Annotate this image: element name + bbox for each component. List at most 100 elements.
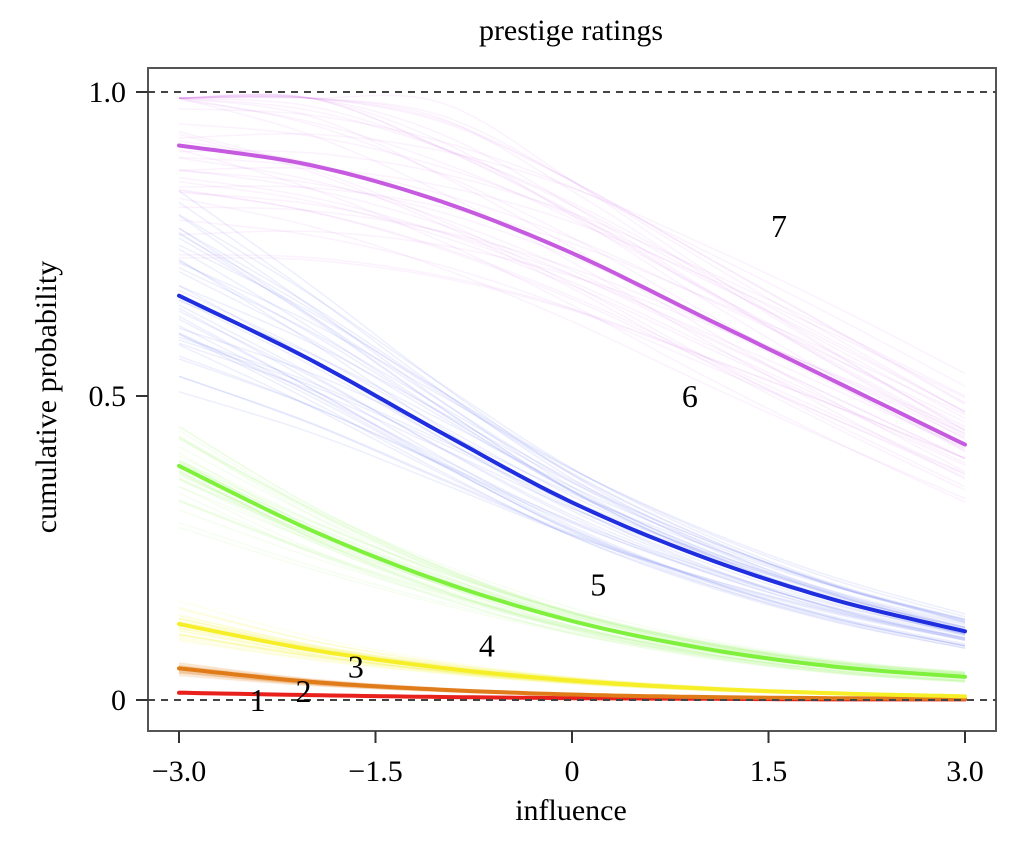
posterior-samples-6 [178, 93, 966, 503]
sample-line [178, 133, 966, 375]
sample-line [178, 206, 966, 435]
sample-line [178, 219, 966, 475]
sample-line [178, 526, 966, 679]
reference-lines [148, 91, 996, 701]
sample-line [178, 477, 966, 681]
sample-line [178, 254, 966, 459]
y-axis-label: cumulative probability [30, 261, 63, 533]
sample-line [178, 299, 966, 621]
y-tick-label: 1.0 [89, 76, 127, 109]
sample-line [178, 122, 966, 413]
sample-line [178, 227, 966, 624]
sample-line [178, 258, 966, 641]
sample-line [178, 180, 966, 466]
sample-line [178, 355, 966, 637]
sample-line [178, 289, 966, 629]
sample-line [178, 201, 966, 632]
sample-line [178, 176, 966, 464]
sample-line [178, 95, 966, 404]
curve-label-1: 1 [250, 682, 266, 718]
sample-line [178, 97, 966, 420]
sample-line [178, 460, 966, 674]
sample-line [178, 133, 966, 491]
series-line-2 [177, 666, 967, 701]
sample-line [178, 467, 966, 683]
sample-line [178, 148, 966, 503]
posterior-samples-5 [178, 190, 966, 649]
y-tick-label: 0 [111, 684, 126, 717]
sample-line [179, 257, 966, 459]
sample-line [178, 344, 966, 647]
sample-line [178, 485, 966, 683]
sample-line [178, 213, 966, 623]
x-axis-label: influence [515, 794, 627, 827]
x-tick-label: −1.5 [348, 755, 402, 788]
sample-line [178, 390, 966, 639]
sample-line [178, 130, 966, 488]
sample-line [178, 333, 966, 649]
sample-line [178, 315, 966, 649]
sample-line [178, 96, 966, 414]
sample-line [178, 95, 966, 431]
sample-line [179, 94, 966, 432]
sample-line [178, 262, 966, 615]
sample-line [178, 304, 966, 642]
sample-line [178, 244, 966, 618]
curve-label-3: 3 [348, 649, 364, 685]
sample-line [178, 492, 966, 683]
sample-line [178, 170, 966, 439]
series-line-3 [177, 622, 967, 699]
sample-line [178, 437, 966, 676]
sample-line [178, 358, 966, 635]
series-line-4 [177, 463, 967, 679]
sample-line [178, 98, 966, 428]
sample-line [178, 479, 966, 675]
sample-line [178, 472, 966, 683]
sample-line [178, 375, 966, 640]
sample-line [178, 521, 966, 679]
sample-line [178, 327, 966, 621]
sample-line [178, 97, 966, 480]
sample-line [178, 429, 966, 678]
sample-line [178, 95, 966, 405]
sample-line [178, 445, 966, 675]
sample-line [178, 157, 966, 460]
curve-label-7: 7 [771, 208, 787, 244]
sample-line [179, 150, 966, 397]
sample-line [178, 318, 966, 647]
y-axis: 0 0.5 1.0 [89, 76, 148, 717]
curve-label-5: 5 [590, 566, 606, 602]
x-tick-label: 0 [565, 755, 580, 788]
plot-area [177, 93, 967, 702]
sample-line [178, 435, 966, 676]
sample-line [178, 267, 966, 622]
sample-line [178, 94, 966, 441]
sample-line [178, 191, 966, 449]
sample-line [178, 375, 966, 641]
sample-line [178, 197, 966, 500]
sample-line [178, 168, 966, 459]
curve-labels: 1 2 3 4 5 6 7 [250, 208, 787, 718]
curve-label-6: 6 [682, 378, 698, 414]
sample-line [178, 97, 966, 413]
sample-line [178, 166, 966, 399]
sample-line [178, 477, 966, 674]
sample-line [178, 93, 966, 435]
sample-line [178, 188, 966, 478]
chart-title: prestige ratings [479, 14, 663, 47]
sample-line [178, 260, 966, 630]
sample-line [178, 285, 966, 620]
sample-line [178, 425, 966, 677]
sample-line [178, 333, 966, 640]
sample-line [178, 455, 966, 675]
series-line-6 [177, 143, 967, 447]
sample-line [178, 469, 966, 683]
sample-line [178, 237, 966, 628]
sample-line [178, 469, 966, 681]
sample-line [178, 325, 966, 647]
x-tick-label: 1.5 [750, 755, 788, 788]
x-tick-label: 3.0 [946, 755, 984, 788]
sample-line [178, 94, 966, 452]
sample-line [178, 438, 966, 673]
